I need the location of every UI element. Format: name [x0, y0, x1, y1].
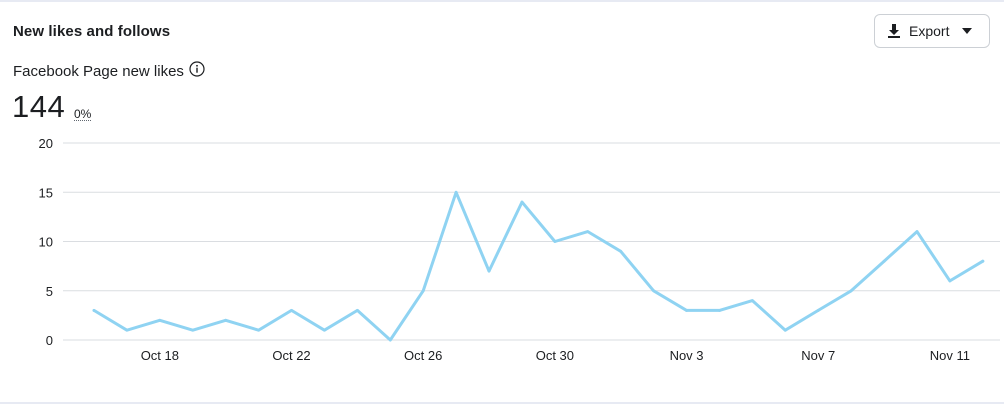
data-point	[619, 249, 623, 253]
data-point	[751, 299, 754, 302]
metric-label-text: Facebook Page new likes	[13, 62, 184, 80]
data-point	[487, 269, 491, 273]
x-tick-label: Oct 30	[536, 348, 574, 363]
data-point	[454, 190, 458, 194]
export-label: Export	[909, 23, 950, 39]
x-tick-label: Oct 26	[404, 348, 442, 363]
data-point	[158, 318, 162, 322]
line-chart: 0 5 10 15 20 Oct 18 Oct 22 Oct 26 Oct 30 Nov 3 Nov…	[39, 136, 1000, 363]
y-tick-label: 20	[39, 136, 53, 151]
x-tick-label: Nov 7	[801, 348, 835, 363]
change-percent[interactable]: 0%	[74, 107, 92, 121]
export-button[interactable]: Export	[874, 14, 990, 48]
y-tick-label: 0	[46, 333, 53, 348]
data-point	[92, 309, 96, 312]
data-point	[783, 328, 787, 332]
x-tick-label: Oct 22	[272, 348, 310, 363]
data-point	[257, 328, 260, 332]
data-point	[849, 289, 853, 293]
data-point	[915, 230, 919, 234]
x-tick-label: Nov 3	[670, 348, 704, 363]
data-point	[388, 338, 392, 342]
caret-down-icon	[961, 27, 973, 35]
data-point	[816, 309, 820, 312]
data-point	[718, 309, 721, 312]
info-icon[interactable]	[189, 61, 205, 81]
data-point	[421, 289, 425, 293]
data-point	[323, 328, 326, 332]
x-tick-label: Nov 11	[930, 348, 970, 363]
total-value: 144	[12, 89, 66, 124]
data-point	[882, 259, 886, 263]
data-point	[948, 279, 952, 283]
series-line	[92, 190, 985, 342]
data-point	[981, 259, 985, 263]
data-point	[520, 200, 524, 204]
download-icon	[887, 23, 901, 39]
data-point	[290, 309, 293, 312]
data-point	[355, 309, 359, 312]
x-tick-label: Oct 18	[141, 348, 179, 363]
card-title: New likes and follows	[13, 23, 171, 40]
data-point	[553, 240, 557, 243]
data-point	[224, 318, 228, 322]
data-point	[685, 309, 688, 312]
data-point	[586, 230, 590, 234]
metric-label: Facebook Page new likes	[13, 61, 205, 81]
y-tick-label: 5	[46, 284, 53, 299]
data-point	[652, 289, 656, 293]
y-tick-label: 15	[39, 185, 53, 200]
data-point	[125, 328, 129, 332]
y-tick-label: 10	[39, 235, 53, 250]
data-point	[191, 328, 195, 332]
